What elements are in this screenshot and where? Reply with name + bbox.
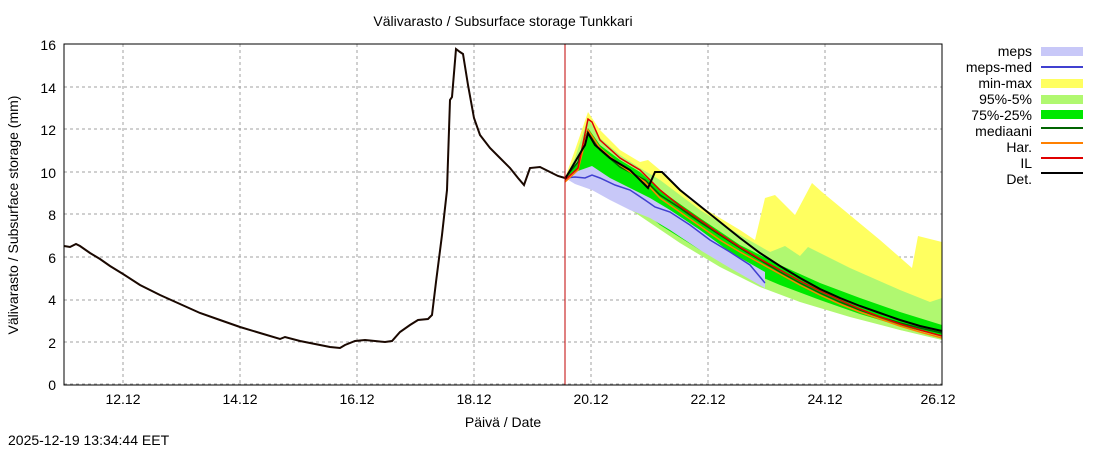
timestamp: 2025-12-19 13:34:44 EET xyxy=(8,432,170,448)
y-axis-ticks: 0 2 4 6 8 10 12 14 16 xyxy=(40,37,56,393)
legend: meps meps-med min-max 95%-5% 75%-25% med… xyxy=(966,43,1083,187)
p75-25-band xyxy=(565,128,942,336)
x-axis-label: Päivä / Date xyxy=(465,414,541,430)
det-line xyxy=(564,130,943,332)
legend-swatch-meps xyxy=(1041,47,1083,56)
svg-text:meps-med: meps-med xyxy=(966,59,1032,75)
plot-frame xyxy=(63,43,943,386)
svg-text:min-max: min-max xyxy=(978,75,1032,91)
svg-text:75%-25%: 75%-25% xyxy=(971,107,1032,123)
meps-band xyxy=(565,166,765,288)
svg-text:12.12: 12.12 xyxy=(105,391,140,407)
det-history-line xyxy=(63,47,566,350)
il-line xyxy=(564,117,943,337)
svg-text:meps: meps xyxy=(998,43,1032,59)
svg-text:14: 14 xyxy=(40,80,56,96)
svg-text:Det.: Det. xyxy=(1006,171,1032,187)
p95-5-band xyxy=(565,118,942,340)
legend-swatch-p95-5 xyxy=(1041,95,1083,104)
svg-text:16.12: 16.12 xyxy=(339,391,374,407)
svg-text:6: 6 xyxy=(48,250,56,266)
svg-text:16: 16 xyxy=(40,37,56,53)
svg-text:20.12: 20.12 xyxy=(573,391,608,407)
legend-swatch-min-max xyxy=(1041,79,1083,88)
svg-text:95%-5%: 95%-5% xyxy=(979,91,1032,107)
svg-text:24.12: 24.12 xyxy=(807,391,842,407)
legend-swatch-p75-25 xyxy=(1041,110,1083,119)
meps-med-line xyxy=(564,174,766,284)
svg-text:2: 2 xyxy=(48,335,56,351)
svg-text:10: 10 xyxy=(40,165,56,181)
chart-title: Välivarasto / Subsurface storage Tunkkar… xyxy=(373,13,632,29)
grid xyxy=(64,44,942,385)
svg-text:4: 4 xyxy=(48,292,56,308)
svg-text:mediaani: mediaani xyxy=(975,123,1032,139)
svg-text:14.12: 14.12 xyxy=(222,391,257,407)
svg-text:22.12: 22.12 xyxy=(690,391,725,407)
svg-text:8: 8 xyxy=(48,207,56,223)
svg-text:Har.: Har. xyxy=(1006,139,1032,155)
svg-text:26.12: 26.12 xyxy=(920,391,955,407)
svg-text:18.12: 18.12 xyxy=(456,391,491,407)
x-axis-ticks: 12.12 14.12 16.12 18.12 20.12 22.12 24.1… xyxy=(105,391,955,407)
har-line xyxy=(564,128,943,339)
svg-text:12: 12 xyxy=(40,122,56,138)
svg-text:IL: IL xyxy=(1020,155,1032,171)
y-axis-label: Välivarasto / Subsurface storage (mm) xyxy=(5,96,21,335)
svg-text:0: 0 xyxy=(48,377,56,393)
